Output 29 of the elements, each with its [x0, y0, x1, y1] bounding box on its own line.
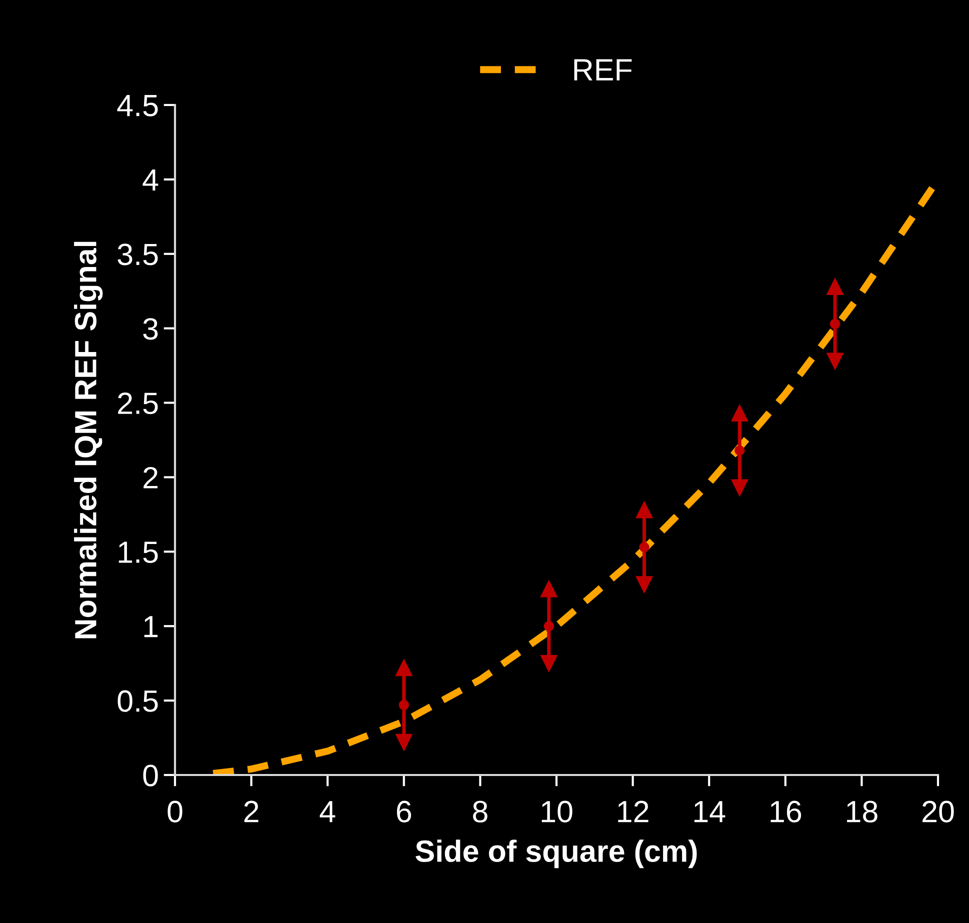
x-tick-label: 6: [396, 800, 412, 822]
x-axis-title: Side of square (cm): [416, 840, 697, 868]
y-tick-label: 2.5: [118, 392, 158, 414]
legend-label: REF: [574, 59, 632, 80]
y-tick-label: 1.5: [118, 542, 158, 564]
x-tick-label: 16: [770, 800, 802, 822]
point: [544, 621, 554, 632]
x-tick-label: 2: [244, 800, 258, 822]
y-tick-label: 0: [143, 764, 158, 786]
y-tick-label: 3.5: [118, 244, 158, 266]
x-tick-label: 12: [618, 800, 648, 822]
y-tick-label: 0.5: [118, 690, 158, 712]
y-tick-label: 4.5: [117, 95, 158, 116]
point: [398, 700, 409, 710]
x-tick-label: 0: [168, 800, 182, 822]
y-axis-title: Normalized IQM REF Signal: [74, 242, 103, 638]
x-tick-label: 4: [320, 801, 336, 822]
y-tick-label: 2: [144, 466, 158, 488]
x-tick-label: 14: [694, 801, 726, 822]
point: [830, 318, 840, 329]
point: [734, 445, 745, 456]
x-tick-label: 18: [847, 800, 878, 822]
x-tick-label: 20: [922, 800, 954, 822]
point: [639, 542, 650, 552]
x-tick-label: 10: [542, 800, 572, 822]
y-tick-label: 4: [142, 169, 158, 191]
y-tick-label: 1: [144, 616, 158, 638]
x-tick-label: 8: [473, 800, 488, 822]
y-tick-label: 3: [143, 318, 158, 340]
